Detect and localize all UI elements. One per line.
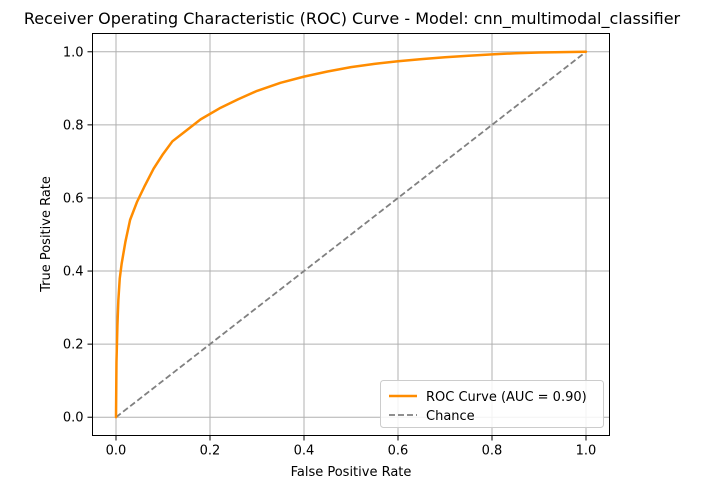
grid: [92, 33, 610, 436]
series-layer: [114, 50, 588, 419]
x-tick-label: 0.6: [388, 444, 409, 459]
x-tick-label: 0.4: [294, 444, 315, 459]
y-axis-label: True Positive Rate: [39, 176, 54, 293]
y-tick-label: 0.0: [63, 411, 84, 426]
x-tick-label: 0.8: [482, 444, 503, 459]
plot-frame: [92, 33, 610, 436]
y-tick-label: 0.8: [63, 118, 84, 133]
chart-title: Receiver Operating Characteristic (ROC) …: [24, 9, 681, 29]
chance-line: [115, 51, 587, 418]
y-tick-label: 1.0: [63, 45, 84, 60]
legend-box: [380, 380, 604, 428]
legend: ROC Curve (AUC = 0.90) Chance: [380, 380, 604, 428]
x-tick-label: 0.0: [106, 444, 127, 459]
roc-curve-line: [114, 50, 588, 419]
y-tick-label: 0.2: [63, 338, 84, 353]
x-axis-label: False Positive Rate: [291, 465, 412, 480]
y-axis-ticks: 0.0 0.2 0.4 0.6 0.8 1.0: [63, 45, 93, 426]
y-tick-label: 0.6: [63, 191, 84, 206]
legend-label-roc: ROC Curve (AUC = 0.90): [426, 390, 587, 405]
legend-label-chance: Chance: [426, 409, 475, 424]
x-tick-label: 1.0: [576, 444, 597, 459]
x-axis-ticks: 0.0 0.2 0.4 0.6 0.8 1.0: [106, 435, 597, 459]
x-tick-label: 0.2: [200, 444, 221, 459]
y-tick-label: 0.4: [63, 265, 84, 280]
